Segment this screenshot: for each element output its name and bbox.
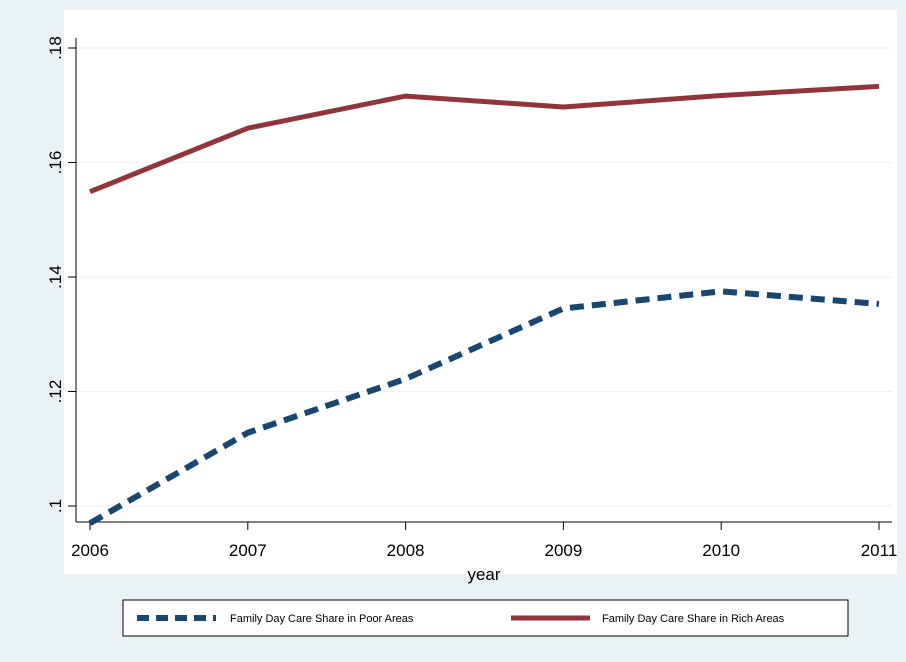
legend-label-poor-areas: Family Day Care Share in Poor Areas [230,613,414,625]
x-axis-title: year [467,565,500,584]
axes [75,38,892,523]
legend-label-rich-areas: Family Day Care Share in Rich Areas [602,613,785,625]
x-tick-label: 2006 [71,541,109,560]
x-tick-label: 2009 [544,541,582,560]
series-line-poor-areas [88,288,880,526]
y-tick-label: .16 [46,151,65,175]
axis-ticks: .1 .12 .14 .16 .18 2006 2007 2008 2009 2010 2011 [46,36,897,560]
x-tick-label: 2008 [387,541,425,560]
x-tick-label: 2007 [229,541,267,560]
series-lines [88,83,880,526]
y-tick-label: .18 [46,36,65,60]
y-tick-label: .14 [46,265,65,289]
x-tick-label: 2011 [861,541,898,560]
legend: Family Day Care Share in Poor Areas Fami… [122,599,849,637]
gridlines [76,47,892,507]
y-tick-label: .12 [46,380,65,404]
x-tick-label: 2010 [702,541,740,560]
legend-box [122,599,849,637]
series-line-rich-areas [89,83,880,195]
y-tick-label: .1 [46,499,65,513]
